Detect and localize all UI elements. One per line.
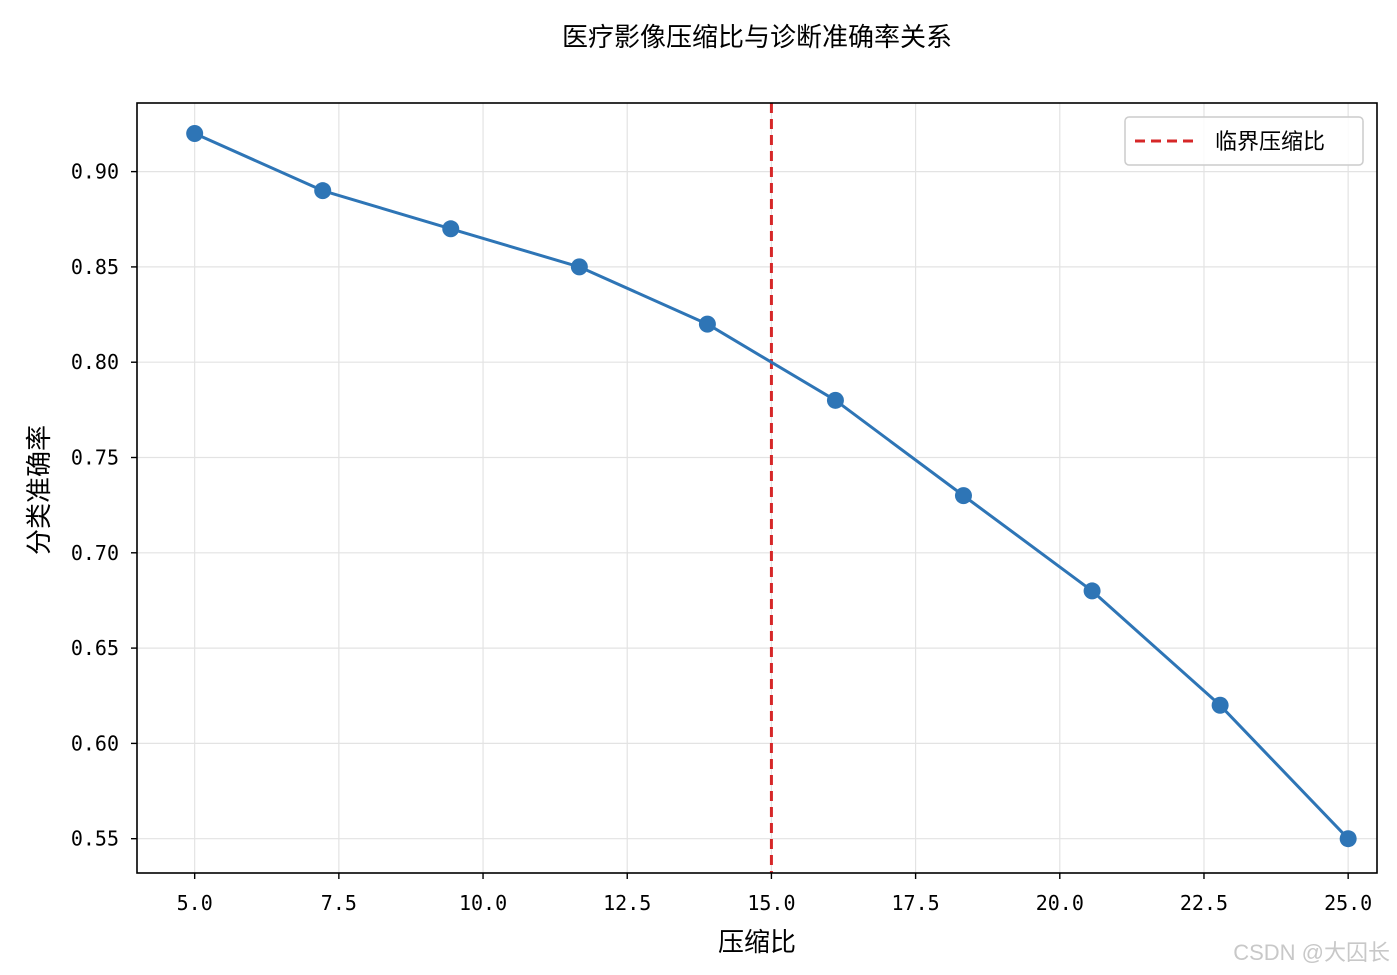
x-tick-label: 17.5 bbox=[892, 891, 940, 915]
x-tick-label: 15.0 bbox=[747, 891, 795, 915]
data-point bbox=[442, 220, 460, 238]
x-tick-label: 10.0 bbox=[459, 891, 507, 915]
y-tick-label: 0.85 bbox=[71, 255, 119, 279]
watermark: CSDN @大囚长 bbox=[1233, 940, 1390, 965]
y-tick-label: 0.90 bbox=[71, 160, 119, 184]
chart-title: 医疗影像压缩比与诊断准确率关系 bbox=[562, 23, 952, 53]
x-axis-label: 压缩比 bbox=[718, 928, 796, 958]
legend: 临界压缩比 bbox=[1124, 116, 1364, 166]
data-point bbox=[826, 391, 844, 409]
y-tick-label: 0.55 bbox=[71, 827, 119, 851]
series-line bbox=[194, 132, 1350, 840]
data-point bbox=[1339, 830, 1357, 848]
data-point bbox=[698, 315, 716, 333]
x-tick-label: 22.5 bbox=[1180, 891, 1228, 915]
data-point bbox=[1211, 696, 1229, 714]
data-point bbox=[570, 258, 588, 276]
x-tick-label: 12.5 bbox=[603, 891, 651, 915]
y-tick-label: 0.80 bbox=[71, 350, 119, 374]
data-point bbox=[1083, 582, 1101, 600]
legend-label-reference-line: 临界压缩比 bbox=[1215, 130, 1325, 155]
data-point bbox=[954, 487, 972, 505]
data-point bbox=[314, 182, 332, 200]
x-tick-label: 5.0 bbox=[177, 891, 213, 915]
y-axis-ticks: 0.55 0.60 0.65 0.70 0.75 0.80 0.85 0.90 bbox=[71, 160, 137, 851]
y-axis-label: 分类准确率 bbox=[25, 425, 55, 555]
y-tick-label: 0.65 bbox=[71, 636, 119, 660]
x-tick-label: 20.0 bbox=[1036, 891, 1084, 915]
series-layer bbox=[186, 124, 1357, 848]
legend-box bbox=[1124, 116, 1364, 166]
data-point bbox=[186, 124, 204, 142]
x-axis-ticks: 5.0 7.5 10.0 12.5 15.0 17.5 20.0 22.5 25.0 bbox=[177, 873, 1372, 915]
y-tick-label: 0.60 bbox=[71, 731, 119, 755]
grid bbox=[137, 103, 1377, 873]
plot-area-frame bbox=[136, 102, 1378, 874]
x-tick-label: 25.0 bbox=[1324, 891, 1372, 915]
y-tick-label: 0.75 bbox=[71, 446, 119, 470]
y-tick-label: 0.70 bbox=[71, 541, 119, 565]
x-tick-label: 7.5 bbox=[321, 891, 357, 915]
